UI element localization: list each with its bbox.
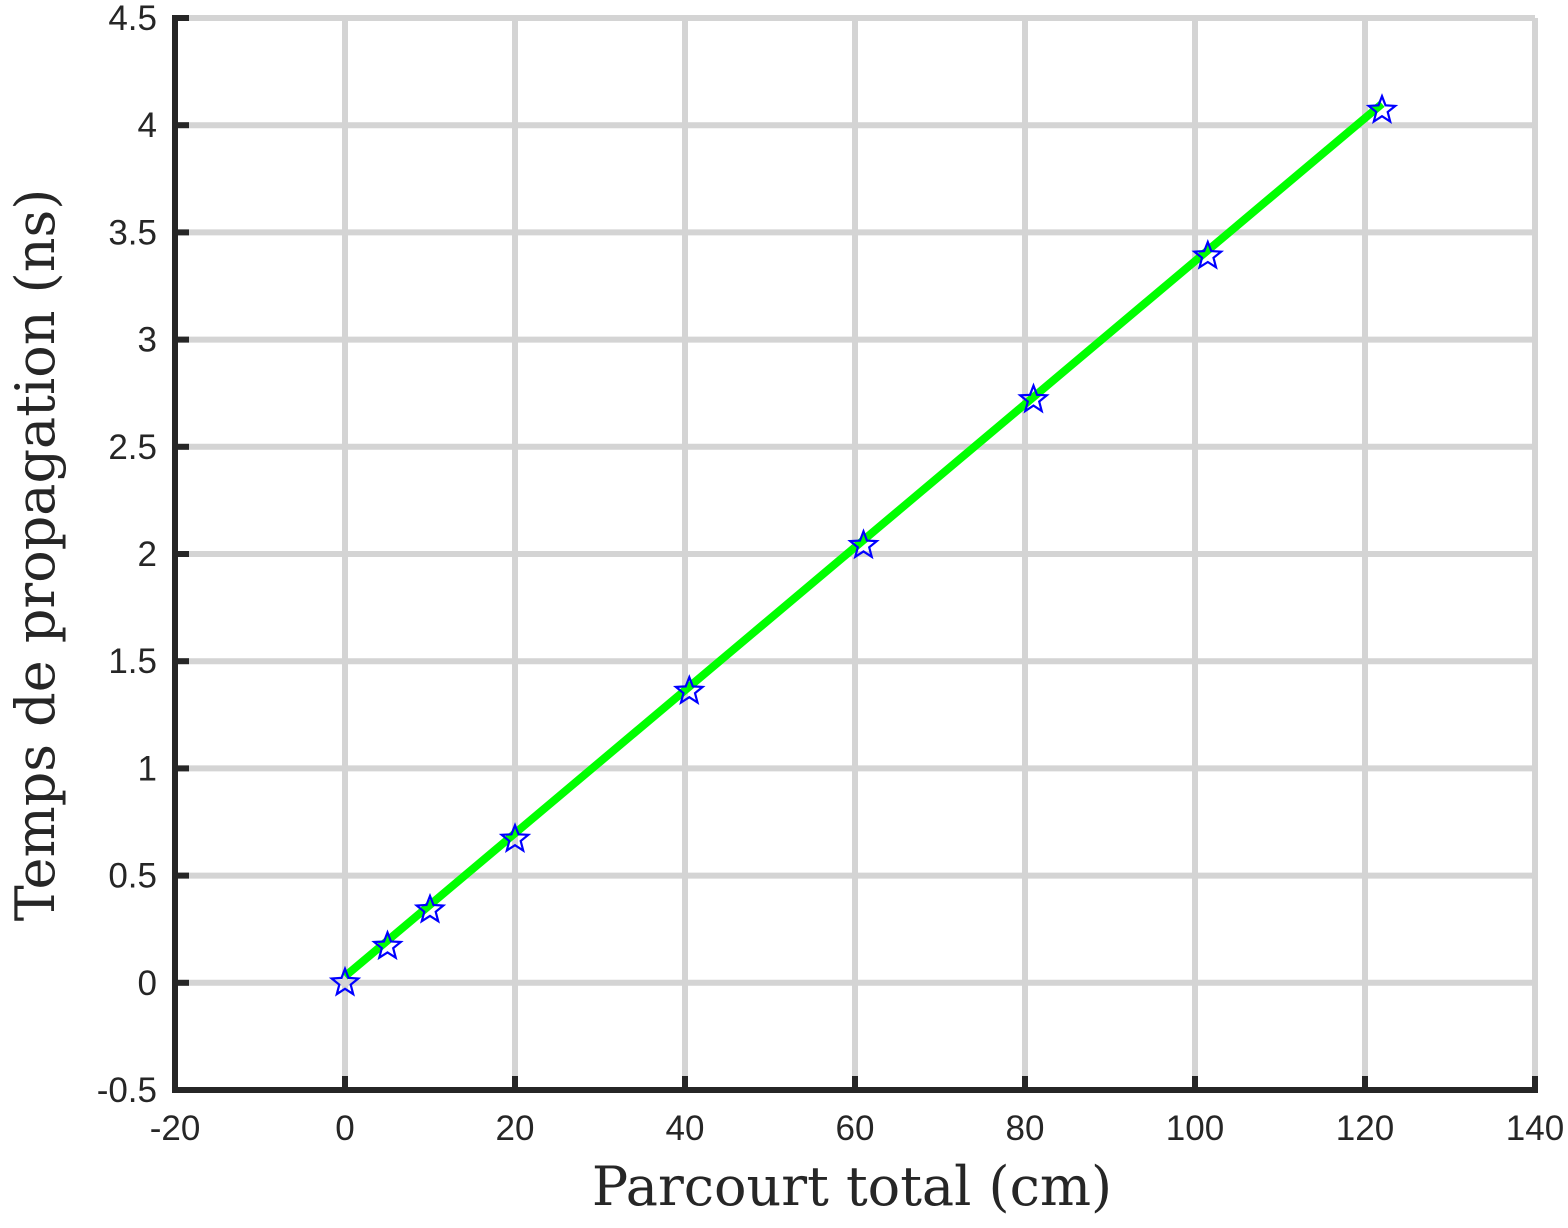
data-point-star bbox=[1191, 238, 1225, 270]
y-tick-label: 3.5 bbox=[108, 213, 157, 252]
y-tick-label: 4 bbox=[138, 106, 157, 145]
tick-labels: -20 0 20 40 60 80 100 120 140 -0.5 0 0.5 1 1.5 2 2.5 3 3.… bbox=[97, 0, 1565, 1148]
x-tick-label: 0 bbox=[335, 1109, 354, 1148]
x-tick-label: 120 bbox=[1336, 1109, 1394, 1148]
y-tick-label: 0.5 bbox=[108, 857, 157, 896]
data-point-star bbox=[328, 965, 362, 997]
data-point-star bbox=[1017, 382, 1050, 414]
data-point-star bbox=[371, 929, 404, 961]
data-point-star bbox=[413, 892, 447, 924]
y-tick-label: 1.5 bbox=[108, 642, 157, 681]
data-point-star bbox=[672, 674, 706, 705]
y-axis-title: Temps de propagation (ns) bbox=[4, 189, 67, 922]
data-point-star bbox=[847, 528, 880, 560]
chart-axes bbox=[172, 15, 1538, 1093]
x-tick-label: -20 bbox=[150, 1109, 201, 1148]
x-axis-title: Parcourt total (cm) bbox=[592, 1155, 1112, 1218]
data-point-star bbox=[498, 822, 532, 853]
x-tick-label: 100 bbox=[1166, 1109, 1224, 1148]
x-tick-label: 140 bbox=[1506, 1109, 1564, 1148]
x-tick-label: 80 bbox=[1006, 1109, 1045, 1148]
data-point-star bbox=[1365, 93, 1399, 124]
y-tick-label: 0 bbox=[138, 964, 157, 1003]
x-tick-label: 60 bbox=[836, 1109, 875, 1148]
y-tick-label: 4.5 bbox=[108, 0, 157, 38]
grid-lines bbox=[172, 15, 1538, 1093]
data-series bbox=[328, 93, 1399, 997]
y-tick-label: -0.5 bbox=[97, 1071, 157, 1110]
y-tick-label: 1 bbox=[138, 749, 157, 788]
x-tick-label: 40 bbox=[666, 1109, 705, 1148]
x-tick-label: 20 bbox=[496, 1109, 535, 1148]
y-tick-label: 3 bbox=[138, 321, 157, 360]
y-tick-label: 2.5 bbox=[108, 428, 157, 467]
y-tick-label: 2 bbox=[138, 535, 157, 574]
